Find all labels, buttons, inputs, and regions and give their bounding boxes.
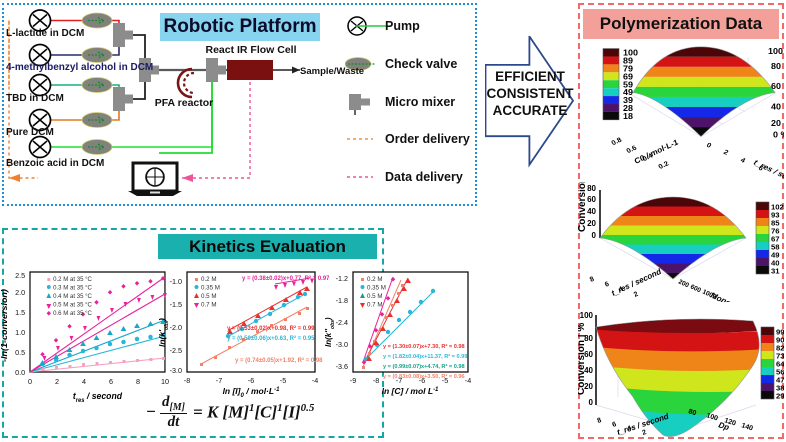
- svg-text:-1.0: -1.0: [170, 277, 182, 286]
- svg-text:ln(k'obs): ln(k'obs): [159, 318, 170, 347]
- svg-text:-2.5: -2.5: [170, 346, 182, 355]
- svg-text:31: 31: [771, 267, 780, 276]
- svg-text:2.5: 2.5: [15, 271, 25, 280]
- svg-text:-8: -8: [184, 376, 190, 385]
- svg-text:0.5 M: 0.5 M: [367, 293, 382, 300]
- svg-text:0.7 M: 0.7 M: [201, 302, 216, 309]
- svg-text:C0 / mol·L-1: C0 / mol·L-1: [633, 138, 681, 166]
- svg-text:0.5 M at 35 °C: 0.5 M at 35 °C: [53, 301, 92, 308]
- svg-text:Monomer to cat ratio: Monomer to cat ratio: [709, 291, 784, 302]
- svg-text:2: 2: [722, 149, 729, 157]
- svg-text:tres / second: tres / second: [73, 391, 123, 404]
- svg-text:-3.0: -3.0: [170, 366, 182, 375]
- svg-text:0: 0: [589, 398, 594, 407]
- svg-text:-8: -8: [373, 376, 379, 385]
- svg-text:-3.6: -3.6: [336, 362, 348, 371]
- svg-text:2: 2: [641, 429, 647, 437]
- svg-text:y = (1.82±0.04)x+11.37, R² = 0: y = (1.82±0.04)x+11.37, R² = 0.99: [383, 353, 467, 360]
- svg-text:20: 20: [771, 119, 781, 128]
- svg-text:100: 100: [768, 46, 783, 55]
- svg-text:-6: -6: [248, 376, 254, 385]
- svg-text:L-lactide in DCM: L-lactide in DCM: [6, 28, 84, 39]
- svg-text:0: 0: [28, 377, 32, 386]
- svg-text:Sample/Waste: Sample/Waste: [300, 66, 364, 77]
- svg-text:React IR Flow Cell: React IR Flow Cell: [205, 44, 296, 56]
- svg-text:0.7 M: 0.7 M: [367, 302, 382, 309]
- svg-text:80: 80: [771, 61, 781, 70]
- svg-text:-2.4: -2.4: [336, 318, 348, 327]
- svg-text:-1.5: -1.5: [170, 300, 182, 309]
- svg-text:8: 8: [136, 377, 140, 386]
- svg-text:1.0: 1.0: [15, 328, 25, 337]
- svg-text:y = (0.83±0.08)x+3.50, R² = 0.: y = (0.83±0.08)x+3.50, R² = 0.96: [383, 373, 465, 380]
- svg-text:0: 0: [592, 231, 597, 240]
- svg-text:y = (0.38±0.02)x+0.77, R² = 0.: y = (0.38±0.02)x+0.77, R² = 0.97: [242, 275, 329, 282]
- svg-text:y = (0.50±0.06)x+0.63, R² = 0.: y = (0.50±0.06)x+0.63, R² = 0.95: [227, 335, 315, 342]
- svg-text:40: 40: [771, 102, 781, 111]
- svg-text:2: 2: [55, 377, 59, 386]
- svg-text:100: 100: [580, 311, 594, 320]
- svg-text:60: 60: [771, 82, 781, 91]
- svg-text:6: 6: [109, 377, 113, 386]
- svg-text:-1.8: -1.8: [336, 296, 348, 305]
- svg-text:-ln(1-conversion): -ln(1-conversion): [0, 289, 9, 362]
- svg-text:0.2 M: 0.2 M: [367, 276, 382, 283]
- svg-text:0.2 M: 0.2 M: [201, 276, 216, 283]
- svg-text:Benzoic acid in DCM: Benzoic acid in DCM: [6, 158, 104, 169]
- svg-text:40: 40: [587, 207, 596, 216]
- svg-text:0.8: 0.8: [611, 137, 624, 147]
- svg-text:4-methylbenzyl alcohol in DCM: 4-methylbenzyl alcohol in DCM: [6, 62, 153, 73]
- svg-text:-9: -9: [350, 376, 356, 385]
- svg-text:Conversion / %: Conversion / %: [782, 84, 784, 148]
- svg-text:0.35 M: 0.35 M: [201, 285, 220, 292]
- svg-text:0.35 M: 0.35 M: [367, 285, 386, 292]
- svg-text:0.5 M: 0.5 M: [201, 293, 216, 300]
- svg-text:1.5: 1.5: [15, 308, 25, 317]
- svg-text:6: 6: [611, 421, 617, 429]
- svg-text:-4: -4: [465, 376, 471, 385]
- svg-text:600: 600: [689, 283, 702, 294]
- svg-text:80: 80: [587, 184, 596, 193]
- svg-text:0.4 M at 35 °C: 0.4 M at 35 °C: [53, 293, 92, 300]
- svg-text:6: 6: [604, 281, 611, 289]
- svg-text:0.5: 0.5: [15, 348, 25, 357]
- svg-text:0.2 M at 35 °C: 0.2 M at 35 °C: [53, 276, 92, 283]
- svg-text:4: 4: [82, 377, 86, 386]
- svg-text:20: 20: [587, 219, 596, 228]
- svg-text:140: 140: [740, 422, 753, 432]
- svg-text:-2.0: -2.0: [170, 323, 182, 332]
- svg-text:2.0: 2.0: [15, 288, 25, 297]
- svg-text:8: 8: [596, 417, 602, 425]
- svg-text:0.3 M at 35 °C: 0.3 M at 35 °C: [53, 284, 92, 291]
- svg-text:Pure DCM: Pure DCM: [6, 127, 54, 138]
- svg-text:0.6: 0.6: [626, 145, 639, 155]
- svg-text:Conversion | %: Conversion | %: [578, 182, 588, 232]
- svg-text:18: 18: [623, 111, 633, 120]
- svg-text:0.6 M at 35 °C: 0.6 M at 35 °C: [53, 310, 92, 317]
- svg-text:0.2: 0.2: [658, 161, 671, 171]
- svg-text:y = (1.30±0.07)x+7.30, R² = 0.: y = (1.30±0.07)x+7.30, R² = 0.98: [383, 343, 465, 350]
- svg-text:PFA reactor: PFA reactor: [155, 97, 214, 109]
- svg-text:Conversion | %: Conversion | %: [578, 323, 587, 395]
- svg-text:-5: -5: [280, 376, 286, 385]
- svg-text:-1.2: -1.2: [336, 274, 348, 283]
- svg-text:ln(k''obs): ln(k''obs): [324, 317, 336, 347]
- svg-text:-3.0: -3.0: [336, 340, 348, 349]
- svg-text:0.0: 0.0: [15, 368, 25, 377]
- svg-text:8: 8: [589, 276, 596, 284]
- svg-text:y = (0.74±0.05)x+1.92, R² = 0.: y = (0.74±0.05)x+1.92, R² = 0.98: [235, 357, 323, 364]
- svg-text:29: 29: [776, 392, 784, 401]
- svg-text:TBD in DCM: TBD in DCM: [6, 93, 64, 104]
- svg-text:4: 4: [739, 157, 746, 165]
- svg-text:60: 60: [587, 195, 596, 204]
- svg-text:2: 2: [633, 291, 640, 299]
- svg-text:y = (0.99±0.07)x+4.74, R² = 0.: y = (0.99±0.07)x+4.74, R² = 0.98: [383, 363, 465, 370]
- svg-text:y = (0.53±0.02)x+0.98, R² = 0.: y = (0.53±0.02)x+0.98, R² = 0.99: [227, 325, 315, 332]
- svg-text:200: 200: [677, 278, 690, 289]
- svg-text:ln [C] / mol L-1: ln [C] / mol L-1: [382, 386, 439, 396]
- svg-text:-7: -7: [216, 376, 222, 385]
- svg-text:0: 0: [705, 142, 712, 150]
